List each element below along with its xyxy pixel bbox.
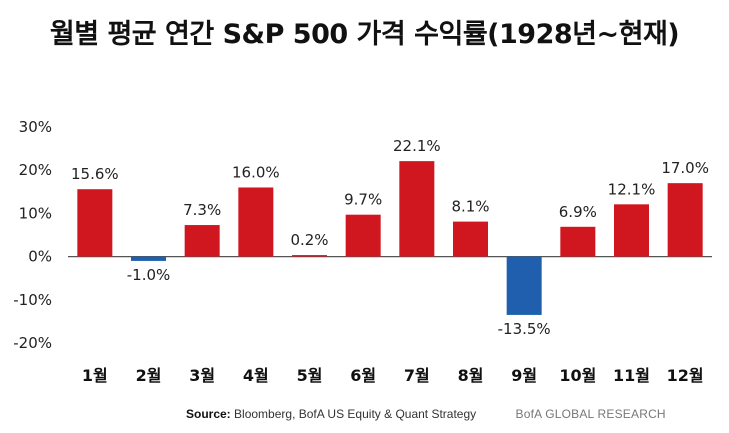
y-axis-ticks: 30% 20% 10% 0% -10% -20% <box>13 118 52 352</box>
x-category-label: 10월 <box>559 366 596 385</box>
bar-12월 <box>667 183 703 257</box>
x-category-label: 12월 <box>667 366 704 385</box>
data-label: -13.5% <box>498 320 551 338</box>
x-category-label: 7월 <box>404 366 430 385</box>
data-labels: 15.6% -1.0% 7.3% 16.0% 0.2% 9.7% 22.1% 8.1% -13.… <box>71 137 709 338</box>
x-category-label: 1월 <box>82 366 108 385</box>
bar-5월 <box>292 255 327 257</box>
bar-10월 <box>560 226 596 257</box>
x-category-label: 4월 <box>243 366 269 385</box>
data-label: 12.1% <box>608 180 656 198</box>
bars <box>77 161 703 315</box>
bar-3월 <box>184 225 220 257</box>
y-tick-label: 20% <box>19 161 52 179</box>
source-text: Bloomberg, BofA US Equity & Quant Strate… <box>234 407 477 421</box>
data-label: 16.0% <box>232 163 280 181</box>
x-category-label: 11월 <box>613 366 650 385</box>
data-label: -1.0% <box>127 266 171 284</box>
bar-4월 <box>238 187 274 257</box>
data-label: 15.6% <box>71 165 119 183</box>
y-tick-label: -10% <box>13 291 52 309</box>
bar-11월 <box>614 204 649 257</box>
y-tick-label: 30% <box>19 118 52 136</box>
bar-8월 <box>453 221 488 257</box>
bar-7월 <box>399 161 435 257</box>
x-category-label: 5월 <box>297 366 323 385</box>
source-label: Source: <box>186 407 231 421</box>
bar-1월 <box>77 189 113 257</box>
bar-6월 <box>345 214 381 257</box>
y-tick-label: 10% <box>19 204 52 222</box>
x-category-label: 8월 <box>458 366 484 385</box>
data-label: 17.0% <box>661 159 709 177</box>
source-footer: Source: Bloomberg, BofA US Equity & Quan… <box>186 407 666 421</box>
brand-text: BofA GLOBAL RESEARCH <box>515 407 666 421</box>
chart-title: 월별 평균 연간 S&P 500 가격 수익률(1928년~현재) <box>49 19 680 50</box>
data-label: 0.2% <box>290 231 328 249</box>
bar-9월 <box>506 256 542 315</box>
bar-2월 <box>131 256 166 261</box>
data-label: 7.3% <box>183 201 221 219</box>
data-label: 9.7% <box>344 191 382 209</box>
x-category-label: 9월 <box>511 366 537 385</box>
y-tick-label: -20% <box>13 334 52 352</box>
x-category-label: 6월 <box>350 366 376 385</box>
x-axis-categories: 1월 2월 3월 4월 5월 6월 7월 8월 9월 10월 11월 12월 <box>82 366 704 385</box>
data-label: 22.1% <box>393 137 441 155</box>
x-category-label: 2월 <box>136 366 162 385</box>
x-category-label: 3월 <box>189 366 215 385</box>
data-label: 6.9% <box>559 203 597 221</box>
y-tick-label: 0% <box>28 248 52 266</box>
data-label: 8.1% <box>451 198 489 216</box>
